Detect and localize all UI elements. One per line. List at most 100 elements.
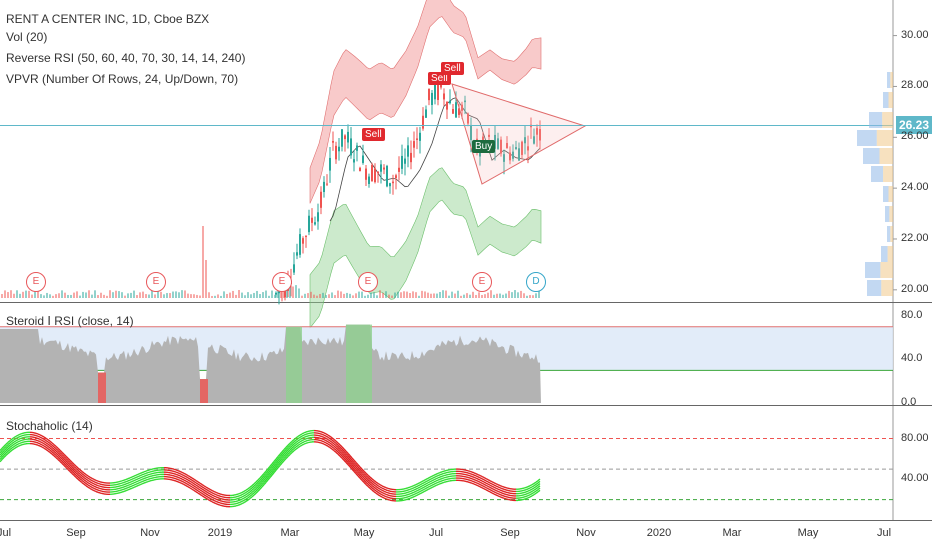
stoch-ribbon — [201, 495, 205, 498]
stoch-ribbon — [491, 483, 495, 486]
stoch-ribbon — [75, 474, 79, 478]
stoch-ribbon — [179, 477, 183, 480]
stoch-ribbon — [325, 437, 329, 441]
stoch-ribbon — [355, 466, 359, 470]
stoch-ribbon — [147, 469, 151, 472]
stoch-ribbon — [53, 453, 57, 456]
stoch-ribbon — [129, 480, 133, 483]
vpvr-bar-up — [883, 186, 889, 202]
stoch-ribbon — [433, 482, 437, 485]
stoch-ribbon — [421, 488, 425, 492]
stoch-ribbon — [329, 438, 333, 441]
stoch-ribbon — [77, 478, 81, 482]
stoch-ribbon — [381, 494, 385, 497]
stoch-ribbon — [283, 449, 287, 453]
stoch-ribbon — [63, 460, 67, 464]
stoch-ribbon — [121, 486, 125, 489]
stoch-ribbon — [357, 464, 361, 468]
stoch-ribbon — [129, 487, 133, 490]
stoch-ribbon — [91, 477, 95, 481]
stoch-ribbon — [195, 484, 199, 487]
stoch-ribbon — [177, 481, 181, 484]
rsi-overbought-bar — [350, 324, 352, 403]
earnings-event-marker[interactable]: E — [26, 272, 46, 292]
volume-bar — [301, 295, 303, 298]
stoch-ribbon — [43, 438, 47, 442]
stoch-ribbon — [285, 447, 289, 451]
stoch-ribbon — [355, 468, 359, 472]
stoch-ribbon — [235, 493, 239, 496]
stoch-ribbon — [149, 477, 153, 480]
stoch-ribbon — [281, 460, 285, 464]
stoch-ribbon — [197, 492, 201, 495]
stoch-ribbon — [239, 498, 243, 501]
dividend-event-marker[interactable]: D — [526, 272, 546, 292]
stoch-ribbon — [531, 489, 535, 493]
stoch-ribbon — [203, 496, 207, 499]
stoch-ribbon — [347, 464, 351, 468]
stoch-ribbon — [273, 467, 277, 471]
stoch-ribbon — [1, 450, 5, 454]
earnings-event-marker[interactable]: E — [272, 272, 292, 292]
stoch-ribbon — [337, 442, 341, 446]
stoch-ribbon — [191, 477, 195, 480]
stoch-ribbon — [85, 476, 89, 479]
stoch-ribbon — [427, 485, 431, 488]
volume-bar — [511, 292, 513, 298]
stoch-ribbon — [59, 451, 63, 455]
volume-bar — [352, 295, 354, 298]
stoch-ribbon — [481, 484, 485, 488]
stoch-ribbon — [143, 474, 147, 477]
stoch-ribbon — [247, 495, 251, 499]
stoch-ribbon — [117, 487, 121, 490]
stoch-ribbon — [213, 495, 217, 498]
candle-body — [359, 167, 361, 172]
stoch-ribbon — [261, 484, 265, 488]
volume-bar — [391, 295, 393, 298]
candle-body — [305, 236, 307, 238]
volume-bar — [421, 290, 423, 298]
stoch-ribbon — [529, 495, 533, 498]
earnings-event-marker[interactable]: E — [472, 272, 492, 292]
stoch-ribbon — [489, 482, 493, 485]
stoch-ribbon — [387, 489, 391, 492]
stoch-ribbon — [483, 483, 487, 486]
stoch-ribbon — [245, 494, 249, 498]
stoch-ribbon — [491, 492, 495, 495]
stoch-ribbon — [53, 448, 57, 452]
earnings-event-marker[interactable]: E — [146, 272, 166, 292]
stoch-ribbon — [179, 481, 183, 485]
stoch-ribbon — [139, 476, 143, 479]
candle-body — [518, 148, 520, 161]
stoch-ribbon — [57, 458, 61, 462]
earnings-event-marker[interactable]: E — [358, 272, 378, 292]
stoch-ribbon — [415, 491, 419, 495]
stoch-ribbon — [345, 450, 349, 454]
stoch-ribbon — [51, 446, 55, 450]
stoch-ribbon — [359, 466, 363, 470]
stoch-ribbon — [359, 473, 363, 477]
candle-body — [524, 137, 526, 144]
stoch-ribbon — [235, 495, 239, 498]
stoch-ribbon — [99, 483, 103, 486]
candle-body — [404, 158, 406, 164]
stoch-ribbon — [505, 491, 509, 494]
stoch-ribbon — [7, 444, 11, 448]
stoch-ribbon — [409, 485, 413, 488]
stoch-ribbon — [279, 451, 283, 455]
stoch-ribbon — [187, 486, 191, 489]
stoch-ribbon — [305, 433, 309, 435]
stoch-ribbon — [337, 449, 341, 453]
stoch-ribbon — [345, 457, 349, 461]
stoch-ribbon — [369, 487, 373, 491]
volume-bar — [148, 294, 150, 298]
stoch-ribbon — [355, 464, 359, 468]
stoch-ribbon — [135, 482, 139, 485]
stoch-ribbon — [87, 484, 91, 487]
stoch-ribbon — [33, 443, 37, 446]
stoch-ribbon — [117, 489, 121, 492]
stoch-ribbon — [77, 467, 81, 471]
stoch-ribbon — [83, 476, 87, 480]
stoch-ribbon — [439, 475, 443, 478]
stoch-ribbon — [435, 481, 439, 484]
